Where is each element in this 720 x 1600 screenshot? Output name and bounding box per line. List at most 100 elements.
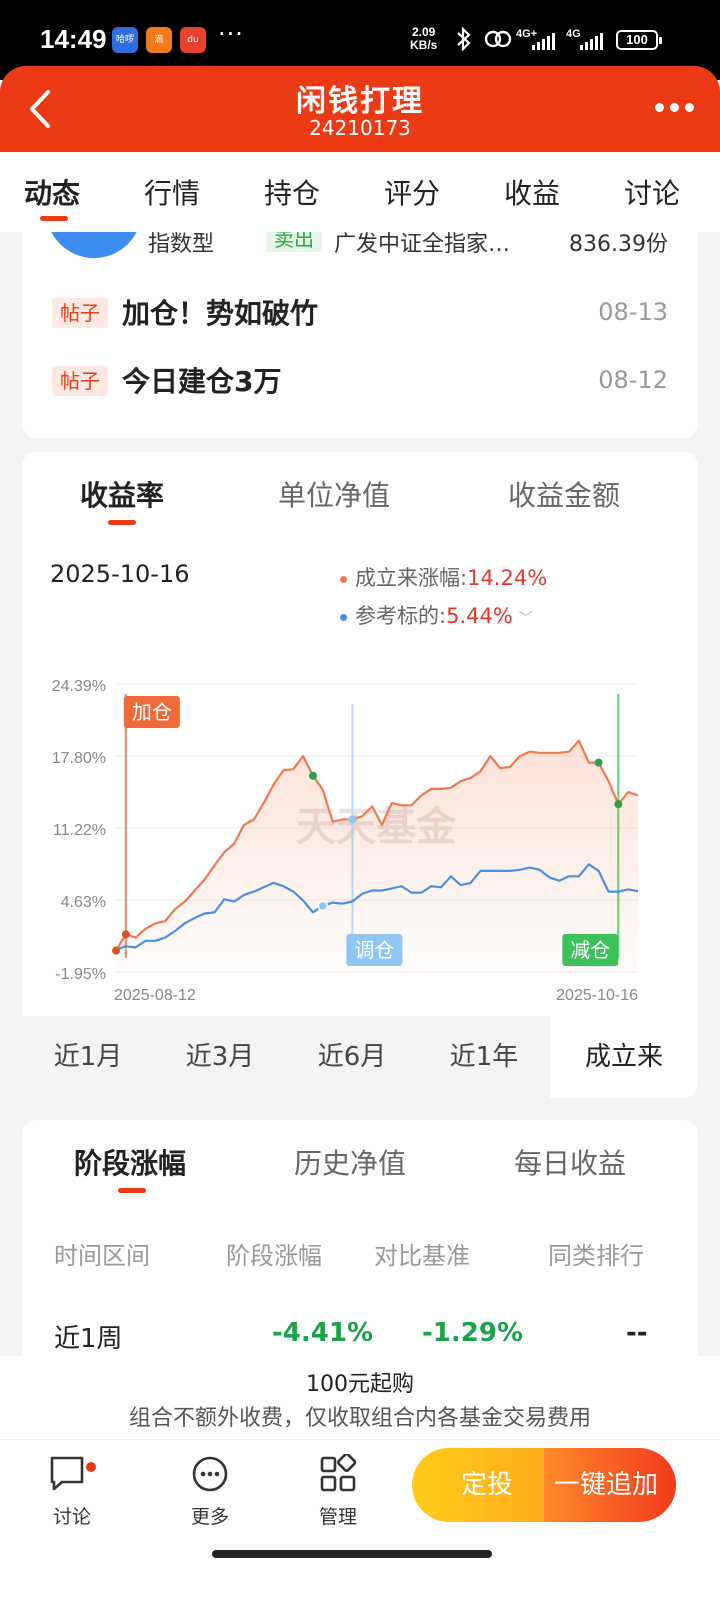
annotation-label: 调仓 — [354, 938, 394, 962]
home-indicator — [212, 1550, 492, 1558]
more-button[interactable] — [652, 92, 696, 122]
series-line-fund — [115, 739, 639, 952]
period-1m[interactable]: 近1月 — [53, 1042, 123, 1072]
trade-marker — [121, 930, 130, 939]
tab-shouyi[interactable]: 收益 — [504, 177, 561, 210]
trade-fund-type: 指数型 — [148, 232, 215, 257]
trade-fund-name[interactable]: 广发中证全指家… — [334, 232, 511, 257]
return-chart[interactable]: 24.39% 17.80% 11.22% 4.63% -1.95% 2025-08-12 2… — [22, 662, 698, 1016]
tab-hangqing[interactable]: 行情 — [144, 177, 201, 210]
return-chart-card: 收益率 单位净值 收益金额 2025-10-16 成立来涨幅:14.24% 参考… — [22, 452, 698, 1098]
network-speed: 2.09 KB/s — [410, 26, 437, 52]
network-type-1: 4G+ — [516, 28, 538, 40]
signal-bars-1-icon — [532, 32, 555, 50]
period-6m[interactable]: 近6月 — [317, 1042, 387, 1072]
stage-return-card: 阶段涨幅 历史净值 每日收益 时间区间 阶段涨幅 对比基准 同类排行 近1周 -… — [22, 1120, 698, 1360]
quick-add-button[interactable]: 一键追加 — [544, 1448, 676, 1522]
chevron-left-icon — [30, 90, 50, 128]
x-tick-label: 2025-08-12 — [114, 987, 196, 1004]
fund-avatar — [46, 232, 142, 258]
post-tag: 帖子 — [52, 366, 108, 396]
legend-dot-benchmark — [340, 613, 347, 621]
legend-dot-fund — [340, 575, 347, 583]
discuss-button[interactable]: 讨论 — [32, 1454, 112, 1529]
x-tick-label: 2025-10-16 — [556, 987, 638, 1004]
legend-benchmark[interactable]: 参考标的:5.44% ﹀ — [340, 600, 533, 630]
y-tick-label: 24.39% — [52, 678, 106, 695]
row-benchmark: -1.29% — [422, 1318, 523, 1348]
signal-bars-2-icon — [580, 32, 603, 50]
more-dots-icon — [654, 102, 664, 112]
tab-return-amount[interactable]: 收益金额 — [508, 479, 621, 512]
app-header: 闲钱打理 24210173 — [0, 66, 720, 152]
chart-tab-indicator — [108, 520, 136, 525]
tab-history-nav[interactable]: 历史净值 — [294, 1147, 407, 1180]
annotation-badge — [562, 934, 619, 966]
tab-taolun[interactable]: 讨论 — [624, 177, 681, 210]
trade-marker — [308, 771, 317, 780]
more-circle-icon — [192, 1456, 228, 1492]
app-notification-icon-du: du — [180, 27, 206, 53]
post-tag: 帖子 — [52, 298, 108, 328]
active-tab-indicator — [40, 216, 68, 221]
tab-stage-return[interactable]: 阶段涨幅 — [74, 1147, 187, 1180]
period-1y[interactable]: 近1年 — [449, 1042, 519, 1072]
legend-value: 14.24% — [467, 566, 548, 590]
tab-daily-return[interactable]: 每日收益 — [514, 1147, 627, 1180]
y-tick-label: 4.63% — [61, 894, 106, 911]
col-change: 阶段涨幅 — [226, 1242, 322, 1270]
more-button-bottom[interactable]: 更多 — [170, 1454, 250, 1529]
tab-pingfen[interactable]: 评分 — [384, 177, 441, 210]
more-dot — [669, 102, 679, 112]
min-purchase: 100元起购 — [306, 1372, 414, 1397]
discuss-label: 讨论 — [52, 1506, 91, 1528]
period-3m[interactable]: 近3月 — [185, 1042, 255, 1072]
app-notification-icon-didi: 滴 — [146, 27, 172, 53]
top-tabs: 动态 行情 持仓 评分 收益 讨论 — [0, 152, 720, 232]
row-change: -4.41% — [272, 1318, 373, 1348]
y-tick-label: 11.22% — [53, 822, 106, 839]
col-rank: 同类排行 — [548, 1242, 644, 1270]
legend-fund: 成立来涨幅:14.24% — [340, 562, 547, 592]
rebalance-marker — [348, 815, 357, 824]
sell-badge: 卖出 — [266, 232, 322, 252]
tab-chicang[interactable]: 持仓 — [264, 177, 321, 210]
row-period: 近1周 — [54, 1324, 123, 1354]
chart-date: 2025-10-16 — [50, 560, 190, 588]
auto-invest-button[interactable]: 定投 — [412, 1448, 552, 1522]
post-date: 08-13 — [598, 298, 668, 326]
legend-label: 成立来涨幅: — [355, 566, 468, 590]
trade-marker — [614, 800, 623, 809]
post-item[interactable]: 帖子 今日建仓3万 08-12 — [52, 360, 668, 400]
legend-label: 参考标的: — [355, 604, 447, 628]
tab-return-rate[interactable]: 收益率 — [80, 479, 165, 512]
back-button[interactable] — [26, 86, 66, 132]
post-title: 加仓！势如破竹 — [122, 297, 319, 330]
purchase-info: 100元起购 组合不额外收费，仅收取组合内各基金交易费用 — [0, 1356, 720, 1440]
annotation-label: 减仓 — [570, 938, 610, 962]
bottom-bar: 讨论 更多 管理 定投 一键追加 — [0, 1440, 720, 1600]
tab-unit-nav[interactable]: 单位净值 — [278, 479, 391, 512]
period-since-inception[interactable]: 成立来 — [550, 1016, 698, 1098]
post-title: 今日建仓3万 — [122, 365, 282, 398]
activity-card: 指数型 卖出 广发中证全指家… 836.39份 帖子 加仓！势如破竹 08-13… — [22, 232, 698, 438]
bluetooth-icon — [455, 26, 473, 58]
trade-marker — [594, 758, 603, 767]
col-period: 时间区间 — [54, 1242, 150, 1270]
hotspot-link-icon — [484, 28, 512, 55]
more-notifications-icon: ··· — [218, 20, 244, 48]
tab-dongtai[interactable]: 动态 — [24, 177, 81, 210]
more-label: 更多 — [190, 1506, 229, 1528]
manage-button[interactable]: 管理 — [298, 1454, 378, 1529]
speed-unit: KB/s — [410, 38, 438, 52]
series-line-benchmark — [115, 863, 639, 951]
annotation-badge — [123, 696, 180, 728]
post-item[interactable]: 帖子 加仓！势如破竹 08-13 — [52, 292, 668, 332]
manage-label: 管理 — [318, 1506, 357, 1528]
more-dot — [684, 102, 694, 112]
col-benchmark: 对比基准 — [374, 1242, 470, 1270]
period-selector: 近1月 近3月 近6月 近1年 成立来 — [22, 1016, 698, 1098]
stage-tab-indicator — [118, 1188, 146, 1193]
chevron-down-icon: ﹀ — [518, 611, 533, 627]
row-rank: -- — [626, 1318, 648, 1348]
